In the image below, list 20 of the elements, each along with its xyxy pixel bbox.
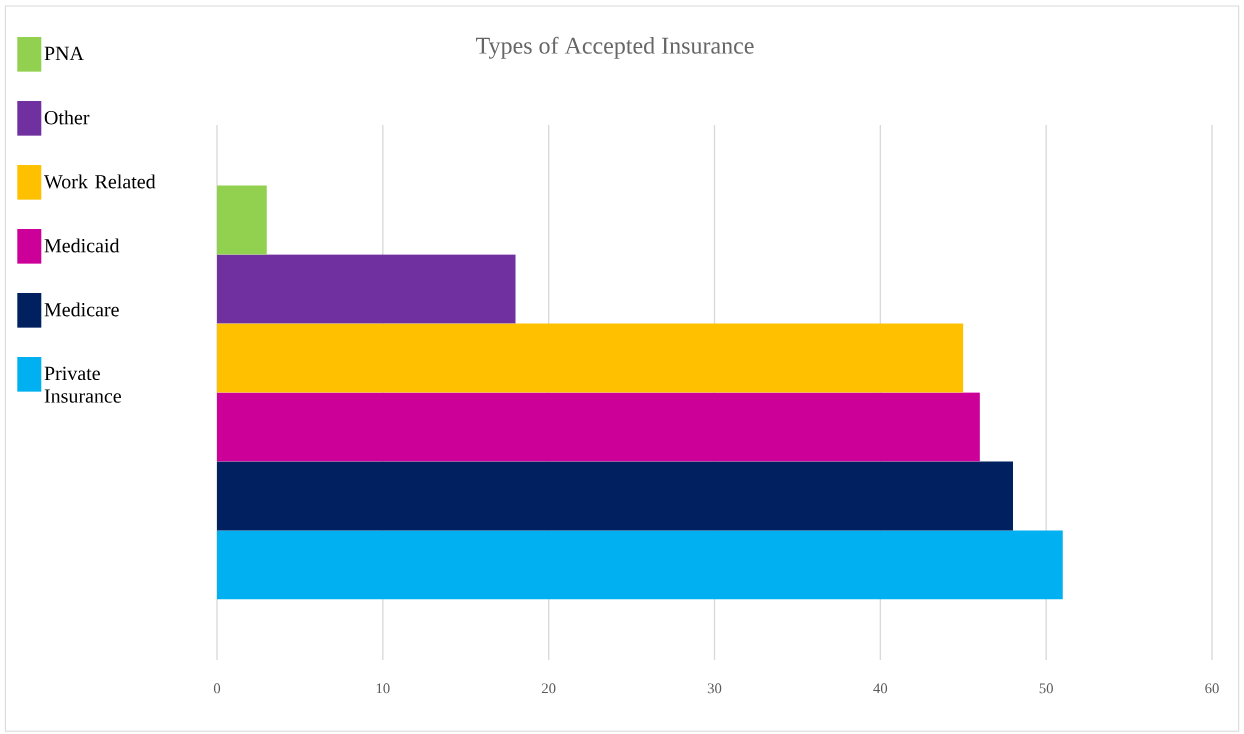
x-tick-label: 0 [213,683,221,694]
x-tick-label: 50 [1039,683,1053,694]
x-tick-label: 10 [376,683,390,694]
bar [217,254,516,324]
bar [217,461,1014,531]
legend-label: Work Related [43,174,156,189]
chart-title: Types of Accepted Insurance [476,36,754,59]
legend-label: Medicaid [44,238,120,253]
x-tick-label: 60 [1205,683,1219,694]
bar [217,323,964,393]
bar [217,392,980,462]
legend-label: PNA [44,46,84,60]
x-tick-label: 30 [707,683,722,694]
legend-label: Medicare [44,302,119,317]
bar [217,530,1063,600]
legend-label: Private Insurance [44,366,121,403]
x-tick-label: 40 [873,683,888,694]
bar [217,185,267,255]
x-tick-label: 20 [541,683,556,694]
legend-label: Other [44,110,90,125]
